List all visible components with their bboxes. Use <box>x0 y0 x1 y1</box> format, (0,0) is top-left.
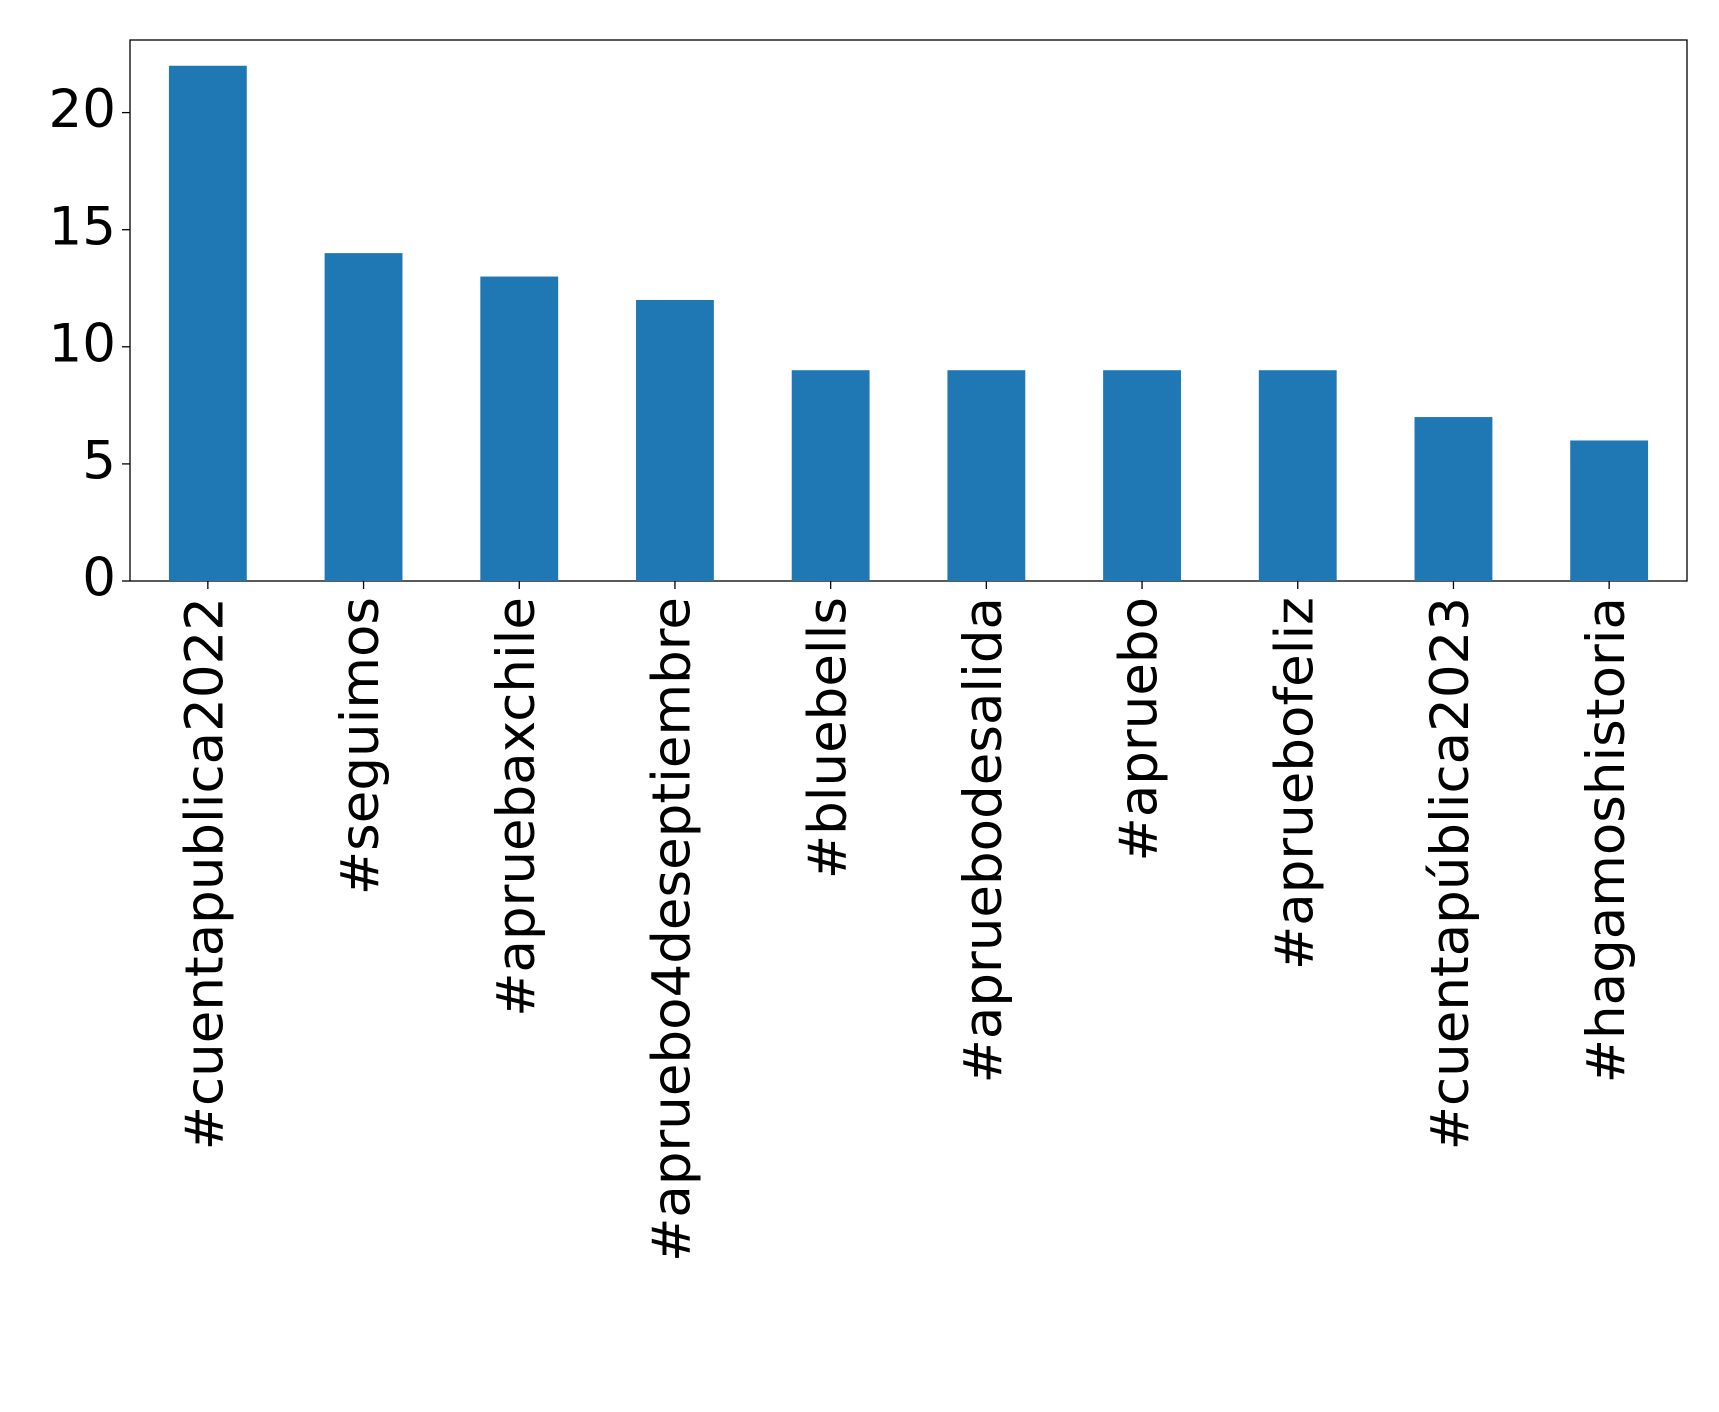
x-tick-label: #apruebo4deseptiembre <box>642 597 703 1262</box>
x-tick-label: #apruebofeliz <box>1264 597 1325 970</box>
y-tick-label: 10 <box>49 313 116 374</box>
x-tick-label: #apruebo <box>1109 597 1170 862</box>
x-tick-label: #apruebodesalida <box>953 597 1014 1084</box>
x-tick-label: #apruebaxchile <box>486 597 547 1017</box>
x-tick-label: #seguimos <box>330 597 391 895</box>
y-tick-label: 20 <box>49 79 116 140</box>
bar <box>1258 370 1337 581</box>
bar <box>1570 440 1649 581</box>
bar <box>947 370 1026 581</box>
bar <box>1414 417 1493 581</box>
y-tick-label: 5 <box>82 431 116 492</box>
x-tick-label: #hagamoshistoria <box>1576 597 1637 1083</box>
x-tick-label: #cuentapública2023 <box>1420 597 1481 1150</box>
bar <box>791 370 870 581</box>
bar <box>324 253 403 581</box>
plot-frame <box>129 39 1688 582</box>
y-tick-label: 15 <box>49 196 116 257</box>
bar <box>636 299 714 581</box>
x-tick-label: #bluebells <box>797 597 858 879</box>
bar <box>1103 370 1181 581</box>
bar <box>480 276 559 581</box>
x-tick-label: #cuentapublica2022 <box>174 597 235 1150</box>
y-tick-label: 0 <box>82 548 116 609</box>
bar <box>168 65 247 581</box>
